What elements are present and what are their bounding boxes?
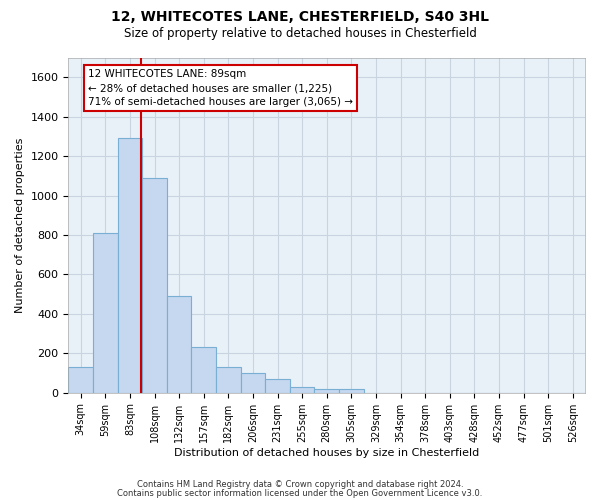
Text: 12, WHITECOTES LANE, CHESTERFIELD, S40 3HL: 12, WHITECOTES LANE, CHESTERFIELD, S40 3… [111,10,489,24]
Bar [191,348,216,393]
Bar [167,296,191,392]
Text: Size of property relative to detached houses in Chesterfield: Size of property relative to detached ho… [124,28,476,40]
Bar [68,367,93,392]
Bar [339,389,364,392]
X-axis label: Distribution of detached houses by size in Chesterfield: Distribution of detached houses by size … [174,448,479,458]
Bar [290,387,314,392]
Text: Contains HM Land Registry data © Crown copyright and database right 2024.: Contains HM Land Registry data © Crown c… [137,480,463,489]
Bar [93,233,118,392]
Bar [118,138,142,392]
Text: 12 WHITECOTES LANE: 89sqm
← 28% of detached houses are smaller (1,225)
71% of se: 12 WHITECOTES LANE: 89sqm ← 28% of detac… [88,70,353,108]
Bar [142,178,167,392]
Text: Contains public sector information licensed under the Open Government Licence v3: Contains public sector information licen… [118,488,482,498]
Y-axis label: Number of detached properties: Number of detached properties [15,138,25,313]
Bar [314,389,339,392]
Bar [265,379,290,392]
Bar [216,367,241,392]
Bar [241,373,265,392]
